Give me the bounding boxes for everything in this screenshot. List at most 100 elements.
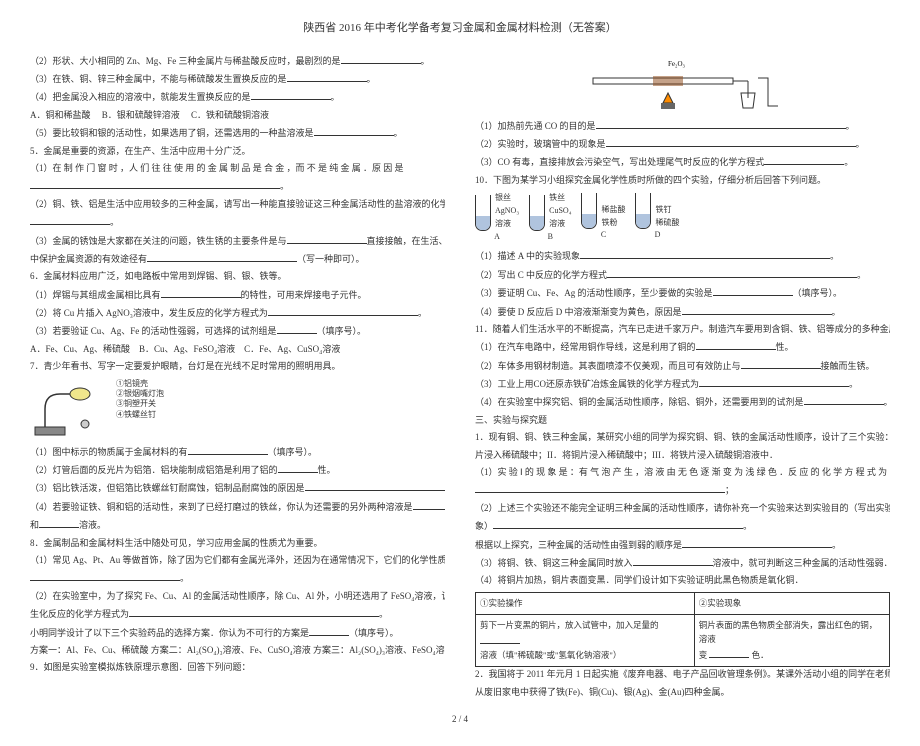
r-s3-3b: 象）。 <box>475 518 890 533</box>
opt-a: A．铜和稀盐酸 <box>30 110 91 120</box>
r-s3-5: （3）将铜、铁、铜这三种金属同时放入溶液中，就可判断这三种金属的活动性强弱． <box>475 555 890 570</box>
label: Fe₂O₃ <box>668 60 685 68</box>
th-1: ①实验操作 <box>476 592 695 615</box>
blank <box>682 537 832 548</box>
text: 的特性，可用来焊接电子元件。 <box>241 290 367 300</box>
text: 生化反应的化学方程式为 <box>30 609 129 619</box>
q8-2b: 生化反应的化学方程式为。 <box>30 606 445 621</box>
apparatus-figure: Fe₂O₃ <box>583 58 783 113</box>
text: （填序号）。 <box>317 326 367 336</box>
q9-title: 9．如图是实验室模拟炼铁原理示意图．回答下列问题： <box>30 660 445 674</box>
r-11-3: （3）工业上用CO还原赤铁矿冶炼金属铁的化学方程式为。 <box>475 376 890 391</box>
q7-2: （2）灯管后面的反光片为铝箔．铝块能制成铝箔是利用了铝的 性。 <box>30 462 445 477</box>
text: 溶液中，就可判断这三种金属的活动性强弱． <box>713 558 890 568</box>
q8-1: （1）常见 Ag、Pt、Au 等做首饰，除了因为它们都有金属光泽外，还因为在通常… <box>30 553 445 567</box>
blank <box>161 287 241 298</box>
blank <box>341 53 421 64</box>
r-10-1: （1）描述 A 中的实验现象。 <box>475 248 890 263</box>
text: 稀硫酸 <box>655 218 679 227</box>
text: CuSO₄ 溶液 <box>549 206 571 228</box>
text: （2）灯管后面的反光片为铝箔．铝块能制成铝箔是利用了铝的 <box>30 465 278 475</box>
td-1: 剪下一片变黑的铜片，放入试管中，加入足量的 溶液（填"稀硫酸"或"氢氧化钠溶液"… <box>476 615 695 667</box>
q8-title: 8．金属制品和金属材料生活中随处可见，学习应用金属的性质尤为重要。 <box>30 536 445 550</box>
tube-icon <box>635 193 651 229</box>
blank <box>475 482 725 493</box>
blank <box>413 499 445 510</box>
content-columns: （2）形状、大小相同的 Zn、Mg、Fe 三种金属片与稀盐酸反应时，最剧烈的是。… <box>30 53 890 702</box>
opt-b: B．Cu、Ag、FeSO₄溶液 <box>139 344 235 354</box>
text: 和 <box>30 520 39 530</box>
blank <box>251 89 331 100</box>
r-s3-7: 2．我国将于 2011 年元月 1 日起实施《废弃电器、电子产品回收管理条例》。… <box>475 667 890 681</box>
q5-title: 5．金属是重要的资源，在生产、生活中应用十分广泛。 <box>30 144 445 158</box>
text: （填序号）。 <box>268 447 318 457</box>
text: （3）CO 有毒，直接排放会污染空气，写出处理尾气时反应的化学方程式 <box>475 157 764 167</box>
text: （4）在实验室中探究铝、铜的金属活动性顺序，除铝、铜外，还需要用到的试剂是 <box>475 397 804 407</box>
q7-4b: 和溶液。 <box>30 517 445 532</box>
text: （填序号）。 <box>793 288 843 298</box>
text: 接触而生锈。 <box>821 361 875 371</box>
text: 铁丝 <box>549 193 565 202</box>
lbl-4: ④铁螺丝钉 <box>116 410 164 420</box>
q8-2: （2）在实验室中，为了探究 Fe、Cu、Al 的金属活动性顺序，除 Cu、Al … <box>30 589 445 603</box>
blank-line: 。 <box>30 214 445 229</box>
tube-icon <box>581 193 597 229</box>
text: 中保护金属资源的有效途径有 <box>30 254 147 264</box>
r-section3: 三、实验与探究题 <box>475 413 890 427</box>
text: 铁钉 <box>655 205 671 214</box>
tube-b: 铁丝 CuSO₄ 溶液 B <box>529 192 571 243</box>
blank <box>309 625 349 636</box>
blank-line: 。 <box>30 178 445 193</box>
r-s3-3: （2）上述三个实验还不能完全证明三种金属的活动性顺序，请你补充一个实验来达到实验… <box>475 501 890 515</box>
lbl-top: 银丝AgNO₃ 溶液 <box>495 192 519 230</box>
td-2: 铜片表面的黑色物质全部消失，露出红色的铜，溶液 变 色． <box>694 615 889 667</box>
lbl-3: ③铜塑开关 <box>116 399 164 409</box>
blank-line: 。 <box>30 570 445 585</box>
q5-2: （2）铜、铁、铝是生活中应用较多的三种金属，请写出一种能直接验证这三种金属活动性… <box>30 197 445 211</box>
text: （2）将 Cu 片插入 AgNO₃溶液中，发生反应的化学方程式为 <box>30 308 268 318</box>
r-10-3: （3）要证明 Cu、Fe、Ag 的活动性顺序，至少要做的实验是（填序号）。 <box>475 285 890 300</box>
text: 性。 <box>318 465 336 475</box>
r-11: 11．随着人们生活水平的不断提高，汽车已走进千家万户。制造汽车要用到含铜、铁、铝… <box>475 322 890 336</box>
lbl-2: ②银烟嘴灯泡 <box>116 389 164 399</box>
blank <box>30 178 280 189</box>
text: AgNO₃ 溶液 <box>495 206 519 228</box>
text: （2）形状、大小相同的 Zn、Mg、Fe 三种金属片与稀盐酸反应时，最剧烈的是 <box>30 56 341 66</box>
text: （3）若要验证 Cu、Ag、Fe 的活动性强弱，可选择的试剂组是 <box>30 326 277 336</box>
q6-title: 6．金属材料应用广泛，如电路板中常用到焊锡、铜、银、铁等。 <box>30 269 445 283</box>
table-row: 剪下一片变黑的铜片，放入试管中，加入足量的 溶液（填"稀硫酸"或"氢氧化钠溶液"… <box>476 615 890 667</box>
r-q1: （1）加热前先通 CO 的目的是。 <box>475 118 890 133</box>
q7-title: 7．青少年看书、写字一定要爱护眼睛，台灯是在光线不足时常用的照明用具。 <box>30 359 445 373</box>
r-q10: 10．下图为某学习小组探究金属化学性质时所做的四个实验，仔细分析后回答下列问题。 <box>475 173 890 187</box>
blank <box>741 358 821 369</box>
lbl: 稀盐酸 铁粉 <box>601 204 625 230</box>
right-column: Fe₂O₃ （1）加热前先通 CO 的目的是。 （2）实验时，玻璃管中的现象是。… <box>475 53 890 702</box>
blank <box>764 154 844 165</box>
q5-line: （5）要比较铜和银的活动性，如果选用了铜，还需选用的一种盐溶液是。 <box>30 125 445 140</box>
q6-3-opts: A．Fe、Cu、Ag、稀硫酸 B．Cu、Ag、FeSO₄溶液 C．Fe、Ag、C… <box>30 342 445 356</box>
page-footer: 2 / 4 <box>30 712 890 726</box>
text: 根据以上探究，三种金属的活动性由强到弱的顺序是 <box>475 540 682 550</box>
text: 铜片表面的黑色物质全部消失，露出红色的铜，溶液 <box>699 620 878 644</box>
lamp-figure: ①铝镜壳 ②银烟嘴灯泡 ③铜塑开关 ④铁螺丝钉 <box>30 379 445 439</box>
q6-2: （2）将 Cu 片插入 AgNO₃溶液中，发生反应的化学方程式为。 <box>30 305 445 320</box>
text: 剪下一片变黑的铜片，放入试管中，加入足量的 <box>480 620 659 630</box>
blank <box>287 71 367 82</box>
r-10-4: （4）要使 D 反应后 D 中溶液渐渐变为黄色，原因是。 <box>475 304 890 319</box>
lbl: B <box>548 231 553 244</box>
blank <box>287 233 367 244</box>
table-row: ①实验操作 ②实验现象 <box>476 592 890 615</box>
q5-3b: 中保护金属资源的有效途径有（写一种即可）。 <box>30 251 445 266</box>
text: 直接接触，在生活、生产 <box>367 236 445 246</box>
r-s3-6: （4）将铜片加热，铜片表面变黑．同学们设计如下实验证明此黑色物质是氧化铜． <box>475 573 890 587</box>
text: （3）工业上用CO还原赤铁矿冶炼金属铁的化学方程式为 <box>475 379 699 389</box>
blank <box>314 125 394 136</box>
text: 溶液（填"稀硫酸"或"氢氧化钠溶液"） <box>480 650 621 660</box>
q8-3: 小明同学设计了以下三个实验药品的选择方案．你认为不可行的方案是（填序号）。 <box>30 625 445 640</box>
page-title: 陕西省 2016 年中考化学备考复习金属和金属材料检测（无答案） <box>30 20 890 38</box>
blank <box>278 462 318 473</box>
blank <box>129 606 379 617</box>
text: （2）实验时，玻璃管中的现象是 <box>475 139 606 149</box>
blank <box>804 394 884 405</box>
q8-3-opts: 方案一：Al、Fe、Cu、稀硫酸 方案二：Al₂(SO₄)₃溶液、Fe、CuSO… <box>30 643 445 657</box>
